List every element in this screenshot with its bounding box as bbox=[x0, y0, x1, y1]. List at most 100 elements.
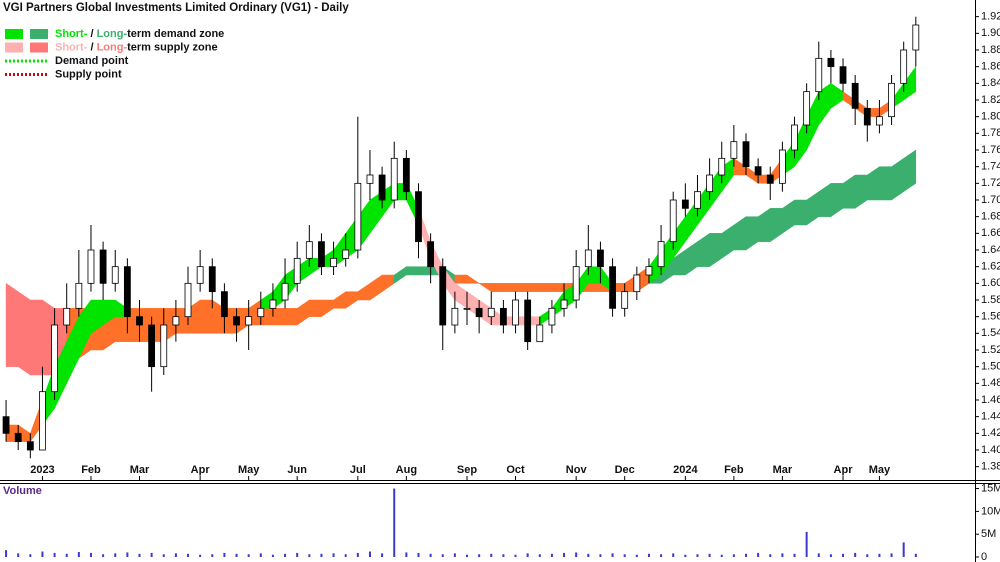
legend-swatch bbox=[5, 29, 23, 39]
volume-bar bbox=[684, 554, 687, 557]
y-tick-label: 1.82 bbox=[981, 94, 1000, 106]
y-tick-label: 1.78 bbox=[981, 127, 1000, 139]
candle-body bbox=[463, 307, 471, 310]
x-tick-label: Nov bbox=[566, 464, 588, 476]
volume-bar bbox=[720, 554, 723, 557]
volume-bar bbox=[138, 553, 141, 557]
volume-bar bbox=[5, 550, 8, 557]
candle-body bbox=[475, 307, 483, 318]
volume-bar bbox=[490, 553, 493, 557]
candle-body bbox=[621, 291, 629, 309]
volume-bar bbox=[732, 554, 735, 557]
volume-bar bbox=[696, 554, 699, 557]
volume-bar bbox=[441, 554, 444, 557]
zone-segment bbox=[794, 199, 807, 226]
legend-text: / bbox=[87, 41, 96, 53]
candle-body bbox=[584, 249, 592, 268]
candle-body bbox=[390, 157, 398, 201]
candle-body bbox=[245, 316, 253, 326]
candle-body bbox=[87, 249, 95, 284]
volume-bar bbox=[199, 554, 202, 557]
candle-body bbox=[196, 266, 204, 284]
legend-text: Demand point bbox=[55, 55, 129, 67]
x-tick-label: Apr bbox=[191, 464, 211, 476]
x-tick-label: Apr bbox=[834, 464, 854, 476]
volume-bar bbox=[781, 553, 784, 557]
volume-bar bbox=[223, 552, 226, 557]
candle-body bbox=[863, 107, 871, 126]
y-tick-label: 1.54 bbox=[981, 327, 1000, 339]
candle-body bbox=[597, 249, 604, 268]
candle-body bbox=[208, 266, 216, 293]
legend-text: term supply zone bbox=[127, 41, 217, 53]
volume-bar bbox=[162, 554, 165, 557]
candle-body bbox=[487, 307, 495, 318]
candle-body bbox=[766, 174, 774, 184]
volume-bar bbox=[320, 553, 323, 557]
candle-body bbox=[221, 291, 228, 318]
zone-segment bbox=[454, 274, 468, 284]
volume-tick-label: 10M bbox=[981, 505, 1000, 517]
zone-segment bbox=[418, 266, 431, 276]
candle-body bbox=[633, 274, 641, 293]
x-tick-label: Dec bbox=[615, 464, 635, 476]
candle-body bbox=[184, 282, 192, 318]
candle-body bbox=[51, 324, 58, 393]
zone-segment bbox=[527, 283, 541, 292]
volume-bar bbox=[575, 552, 578, 557]
volume-bar bbox=[344, 554, 347, 557]
volume-bar bbox=[381, 553, 384, 557]
volume-bar bbox=[247, 554, 250, 557]
zone-segment bbox=[406, 266, 419, 276]
legend-text: Short- bbox=[55, 28, 88, 40]
candle-body bbox=[730, 141, 738, 159]
candle-body bbox=[281, 282, 289, 301]
volume-bar bbox=[635, 554, 638, 557]
candle-body bbox=[657, 241, 665, 268]
candle-body bbox=[791, 124, 798, 151]
candle-body bbox=[172, 316, 180, 326]
volume-bar bbox=[587, 553, 590, 557]
y-tick-label: 1.60 bbox=[981, 277, 1000, 289]
candle-body bbox=[39, 391, 46, 451]
candle-body bbox=[499, 307, 507, 326]
candle-body bbox=[512, 299, 519, 326]
volume-bar bbox=[102, 554, 105, 557]
y-tick-label: 1.84 bbox=[981, 77, 1000, 89]
candle-body bbox=[269, 299, 277, 309]
volume-bar bbox=[271, 554, 274, 557]
candle-body bbox=[851, 82, 859, 109]
y-tick-label: 1.90 bbox=[981, 27, 1000, 39]
volume-bar bbox=[41, 551, 44, 557]
candle-body bbox=[427, 241, 435, 268]
x-tick-label: 2023 bbox=[30, 464, 54, 476]
y-tick-label: 1.42 bbox=[981, 427, 1000, 439]
candle-body bbox=[305, 241, 313, 259]
zone-segment bbox=[272, 308, 286, 326]
volume-bars bbox=[5, 488, 917, 557]
y-tick-label: 1.68 bbox=[981, 211, 1000, 223]
volume-label: Volume bbox=[3, 485, 42, 497]
candle-body bbox=[26, 441, 34, 451]
legend-label: Demand point bbox=[55, 55, 129, 67]
volume-bar bbox=[308, 554, 311, 557]
y-tick-label: 1.92 bbox=[981, 11, 1000, 23]
y-tick-label: 1.44 bbox=[981, 411, 1000, 423]
volume-bar bbox=[829, 554, 832, 557]
volume-bar bbox=[708, 553, 711, 557]
candle-body bbox=[99, 249, 107, 284]
volume-bar bbox=[817, 553, 820, 557]
candle-body bbox=[354, 182, 362, 251]
zone-segment bbox=[30, 299, 43, 376]
volume-bar bbox=[611, 553, 614, 557]
candles bbox=[2, 16, 920, 459]
x-tick-label: Jun bbox=[287, 464, 307, 476]
zone-segment bbox=[588, 283, 601, 292]
candle-body bbox=[778, 149, 786, 184]
candle-body bbox=[342, 249, 350, 259]
volume-bar bbox=[332, 553, 335, 557]
volume-bar bbox=[187, 553, 190, 557]
zone-segment bbox=[539, 283, 553, 292]
